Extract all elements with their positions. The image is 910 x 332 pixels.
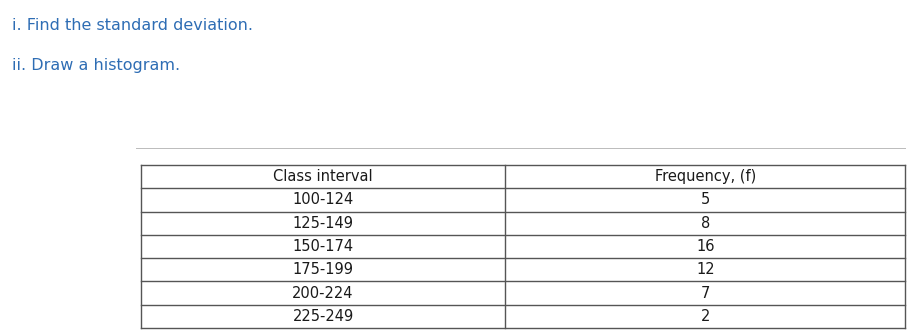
Text: 2: 2 (701, 309, 710, 324)
Text: ii. Draw a histogram.: ii. Draw a histogram. (12, 58, 180, 73)
Text: 100-124: 100-124 (292, 193, 354, 208)
Text: 125-149: 125-149 (292, 216, 354, 231)
Text: 150-174: 150-174 (292, 239, 354, 254)
Text: Frequency, (f): Frequency, (f) (654, 169, 756, 184)
Text: 200-224: 200-224 (292, 286, 354, 300)
Text: 12: 12 (696, 262, 714, 277)
Text: 8: 8 (701, 216, 710, 231)
Text: 7: 7 (701, 286, 710, 300)
Text: Class interval: Class interval (273, 169, 373, 184)
Text: 225-249: 225-249 (292, 309, 354, 324)
Text: i. Find the standard deviation.: i. Find the standard deviation. (12, 18, 253, 33)
Text: 16: 16 (696, 239, 714, 254)
Text: 5: 5 (701, 193, 710, 208)
Text: 175-199: 175-199 (292, 262, 354, 277)
